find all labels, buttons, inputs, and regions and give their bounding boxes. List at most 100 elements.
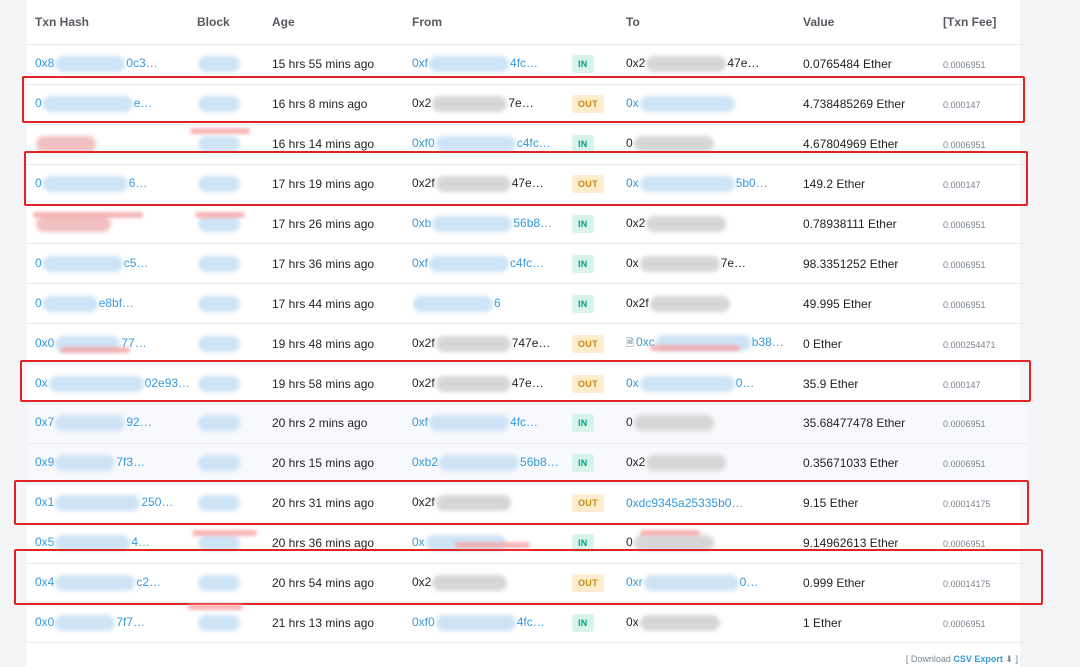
txn-hash-prefix[interactable]: 0: [35, 256, 42, 271]
block-cell[interactable]: [197, 563, 272, 604]
block-cell[interactable]: [197, 283, 272, 325]
from-cell[interactable]: 0xf c4fc…: [412, 243, 572, 285]
txn-hash-suffix[interactable]: 6…: [128, 176, 148, 191]
to-address-suffix[interactable]: 5b0…: [735, 176, 768, 191]
txn-hash-cell[interactable]: 0x1 250…: [27, 483, 197, 524]
block-cell[interactable]: [197, 204, 272, 245]
from-address-prefix[interactable]: 0xb: [412, 216, 432, 231]
txn-hash-prefix[interactable]: 0x0: [35, 335, 55, 350]
block-cell[interactable]: [197, 323, 272, 365]
to-address-suffix[interactable]: 0…: [739, 575, 759, 590]
block-cell[interactable]: [197, 124, 272, 165]
txn-hash-cell[interactable]: 0 c5…: [27, 243, 197, 285]
from-cell[interactable]: 0xf 4fc…: [412, 44, 572, 85]
from-cell[interactable]: 0xb2 56b8…: [412, 443, 572, 484]
txn-hash-cell[interactable]: 0x9 7f3…: [27, 443, 197, 484]
txn-hash-cell[interactable]: 0x8 0c3…: [27, 44, 197, 85]
to-cell[interactable]: 0xdc9345a25335b0…: [626, 483, 803, 524]
block-cell[interactable]: [197, 44, 272, 85]
txn-hash-suffix[interactable]: 7f7…: [116, 615, 146, 630]
to-address-prefix[interactable]: 0x: [626, 375, 639, 390]
from-address-prefix[interactable]: 0x: [412, 535, 425, 550]
from-cell[interactable]: 0xf0 c4fc…: [412, 124, 572, 165]
block-cell[interactable]: [197, 443, 272, 484]
txn-hash-prefix[interactable]: 0x1: [35, 495, 55, 510]
direction-cell: IN: [572, 243, 626, 285]
txn-hash-cell[interactable]: 0 e…: [27, 84, 197, 125]
txn-hash-cell[interactable]: [27, 124, 197, 165]
to-address-prefix[interactable]: 0xr: [626, 575, 643, 590]
from-address-suffix[interactable]: 4fc…: [510, 56, 539, 71]
txn-hash-suffix[interactable]: 77…: [121, 335, 147, 350]
txn-hash-cell[interactable]: 0x0 7f7…: [27, 602, 197, 644]
txn-hash-prefix[interactable]: 0x4: [35, 575, 55, 590]
txn-hash-cell[interactable]: 0 e8bf…: [27, 283, 197, 325]
from-address-suffix[interactable]: c4fc…: [516, 136, 551, 151]
from-address-prefix[interactable]: 0xf: [412, 415, 429, 430]
from-cell[interactable]: 0xf0 4fc…: [412, 602, 572, 644]
to-cell[interactable]: 0x 5b0…: [626, 164, 803, 205]
from-address-suffix[interactable]: 56b8…: [513, 216, 553, 231]
txn-hash-prefix[interactable]: 0x8: [35, 56, 55, 71]
txn-hash-suffix[interactable]: c5…: [123, 256, 149, 271]
txn-hash-suffix[interactable]: 250…: [141, 495, 174, 510]
redaction-blur: [36, 136, 96, 153]
block-cell[interactable]: [197, 243, 272, 285]
txn-hash-suffix[interactable]: e8bf…: [98, 295, 135, 310]
txn-hash-suffix[interactable]: 02e93…: [144, 375, 191, 390]
txn-hash-cell[interactable]: 0x5 4…: [27, 523, 197, 564]
txn-hash-cell[interactable]: 0x4 c2…: [27, 563, 197, 604]
from-address-prefix[interactable]: 0xb2: [412, 455, 439, 470]
to-cell[interactable]: 0x: [626, 84, 803, 125]
txn-hash-suffix[interactable]: 4…: [131, 535, 151, 550]
from-address-suffix[interactable]: 6: [494, 295, 501, 310]
txn-hash-prefix[interactable]: 0x5: [35, 535, 55, 550]
txn-hash-suffix[interactable]: 7f3…: [116, 455, 146, 470]
txn-hash-prefix[interactable]: 0x9: [35, 455, 55, 470]
txn-hash-cell[interactable]: 0x0 77…: [27, 323, 197, 365]
block-cell[interactable]: [197, 523, 272, 564]
to-cell[interactable]: 0xr 0…: [626, 563, 803, 604]
block-cell[interactable]: [197, 84, 272, 125]
txn-hash-suffix[interactable]: 0c3…: [126, 56, 158, 71]
from-address-suffix[interactable]: 4fc…: [516, 615, 545, 630]
redaction-blur: [55, 56, 126, 73]
txn-hash-suffix[interactable]: c2…: [136, 575, 162, 590]
block-cell[interactable]: [197, 164, 272, 205]
from-cell[interactable]: 0xf 4fc…: [412, 403, 572, 444]
txn-hash-cell[interactable]: [27, 204, 197, 245]
to-address-suffix[interactable]: b38…: [751, 334, 784, 349]
from-address-suffix[interactable]: 56b8…: [520, 455, 559, 470]
txn-hash-prefix[interactable]: 0x0: [35, 615, 55, 630]
from-address-suffix[interactable]: 4fc…: [510, 415, 539, 430]
to-cell[interactable]: 0x 0…: [626, 363, 803, 405]
from-address-prefix[interactable]: 0xf: [412, 56, 429, 71]
txn-hash-suffix[interactable]: e…: [133, 96, 153, 111]
from-cell[interactable]: 6: [412, 283, 572, 325]
to-address-prefix[interactable]: 0x: [626, 96, 639, 111]
from-address-prefix[interactable]: 0xf0: [412, 136, 435, 151]
block-cell[interactable]: [197, 363, 272, 405]
to-address-prefix[interactable]: 0xdc9345a25335b0…: [626, 496, 744, 511]
txn-hash-prefix[interactable]: 0: [35, 176, 42, 191]
txn-hash-suffix[interactable]: 92…: [126, 415, 152, 430]
to-address-prefix[interactable]: 0x: [626, 176, 639, 191]
from-address-prefix[interactable]: 0xf0: [412, 615, 435, 630]
block-cell[interactable]: [197, 403, 272, 444]
from-address-prefix[interactable]: 0xf: [412, 256, 429, 271]
txn-hash-cell[interactable]: 0x7 92…: [27, 403, 197, 444]
block-cell[interactable]: [197, 483, 272, 524]
to-cell[interactable]: 🗎 0xc b38…: [626, 323, 803, 365]
age-cell: 15 hrs 55 mins ago: [272, 44, 412, 85]
txn-hash-prefix[interactable]: 0x: [35, 375, 48, 390]
csv-export-link[interactable]: CSV Export: [953, 654, 1003, 664]
txn-hash-prefix[interactable]: 0: [35, 96, 42, 111]
txn-hash-cell[interactable]: 0x 02e93…: [27, 363, 197, 405]
txn-hash-prefix[interactable]: 0: [35, 295, 42, 310]
txn-hash-cell[interactable]: 0 6…: [27, 164, 197, 205]
txn-hash-prefix[interactable]: 0x7: [35, 415, 55, 430]
from-cell[interactable]: 0xb 56b8…: [412, 204, 572, 245]
from-address-suffix[interactable]: c4fc…: [510, 256, 545, 271]
to-address-suffix[interactable]: 0…: [735, 375, 755, 390]
fee-text: 0.0006951: [943, 220, 986, 230]
